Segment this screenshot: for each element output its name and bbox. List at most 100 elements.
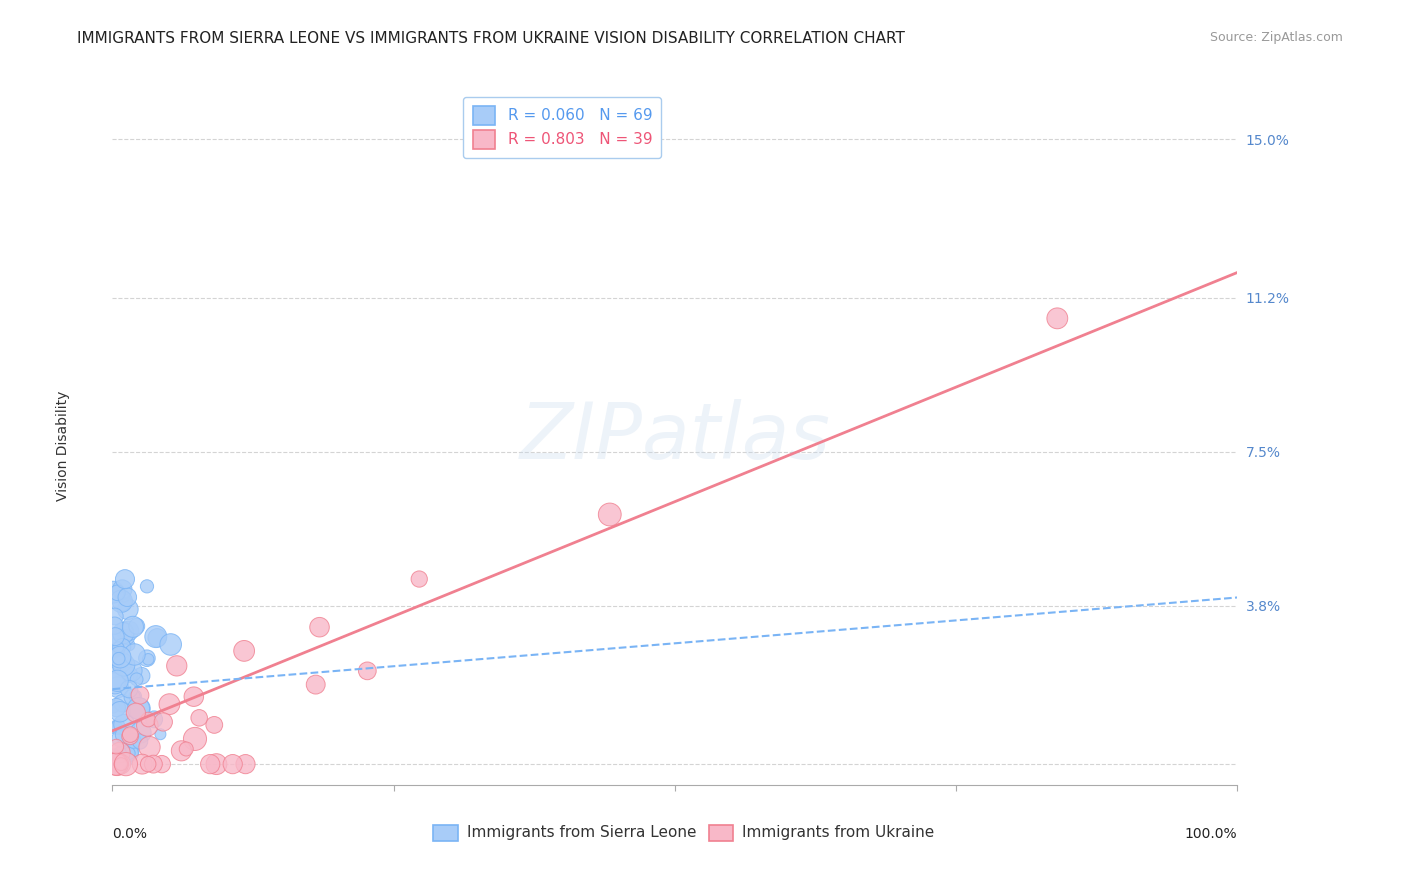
Point [108,650,131,665]
Point [104,720,127,734]
Point [308,620,330,634]
Point [118,746,141,760]
Point [115,757,138,772]
Point [105,757,128,772]
Point [120,664,142,678]
Text: Source: ZipAtlas.com: Source: ZipAtlas.com [1209,31,1343,45]
Point [128,701,150,715]
Point [107,632,129,646]
Point [136,718,159,732]
Point [111,655,134,669]
Point [107,720,129,734]
Point [170,744,193,758]
Point [118,746,141,760]
Point [108,746,131,760]
Point [125,673,148,687]
Point [136,757,159,772]
Point [107,586,129,600]
Point [121,690,143,705]
Point [146,631,169,645]
Point [222,757,245,772]
Text: Vision Disability: Vision Disability [56,391,70,501]
Text: IMMIGRANTS FROM SIERRA LEONE VS IMMIGRANTS FROM UKRAINE VISION DISABILITY CORREL: IMMIGRANTS FROM SIERRA LEONE VS IMMIGRAN… [77,31,905,46]
Point [142,757,165,772]
Point [136,579,159,593]
Point [105,700,128,714]
FancyBboxPatch shape [709,825,734,840]
Point [120,729,142,743]
Point [136,652,159,666]
Point [166,658,188,673]
Point [233,644,256,658]
Point [118,667,141,681]
Point [104,671,127,685]
Point [131,757,153,772]
Text: Immigrants from Ukraine: Immigrants from Ukraine [742,825,935,840]
FancyBboxPatch shape [433,825,458,840]
Point [599,508,621,522]
Text: 100.0%: 100.0% [1185,827,1237,840]
Point [112,717,135,731]
Point [107,640,129,655]
Point [150,757,173,772]
Point [111,640,134,654]
Point [152,714,174,729]
Point [115,753,138,767]
Point [305,677,328,691]
Point [103,633,125,648]
Point [200,757,222,772]
Point [110,731,132,746]
Point [138,740,160,755]
Point [136,713,159,727]
Point [122,620,145,634]
Point [114,572,136,586]
Point [111,595,134,609]
Text: Immigrants from Sierra Leone: Immigrants from Sierra Leone [467,825,696,840]
Point [129,725,152,739]
Point [108,746,131,760]
Point [145,630,167,644]
Point [110,757,132,772]
Point [188,711,211,725]
Point [118,624,141,638]
Point [129,734,152,748]
Point [117,630,139,644]
Point [120,728,142,742]
Point [111,696,134,710]
Point [122,733,145,747]
Point [112,728,135,742]
Point [104,642,127,657]
Point [104,630,127,644]
Point [184,731,207,746]
Point [105,757,128,772]
Point [103,585,125,599]
Point [104,676,127,690]
Point [159,638,181,652]
Point [103,618,125,632]
Point [205,757,228,772]
Point [174,742,197,756]
Point [124,690,146,704]
Point [112,657,135,672]
Point [107,651,129,665]
Text: 0.0%: 0.0% [112,827,148,840]
Point [107,673,129,688]
Point [118,638,141,652]
Point [120,745,142,759]
Point [125,706,148,720]
Point [125,619,148,633]
Point [117,602,139,616]
Point [159,697,181,711]
Point [356,664,378,678]
Point [112,590,135,604]
Text: ZIPatlas: ZIPatlas [519,399,831,475]
Point [107,680,129,694]
Point [104,641,127,656]
Point [135,651,157,665]
Legend: R = 0.060   N = 69, R = 0.803   N = 39: R = 0.060 N = 69, R = 0.803 N = 39 [464,97,661,158]
Point [235,757,257,772]
Point [105,739,128,754]
Point [131,669,153,683]
Point [104,609,127,624]
Point [114,624,136,638]
